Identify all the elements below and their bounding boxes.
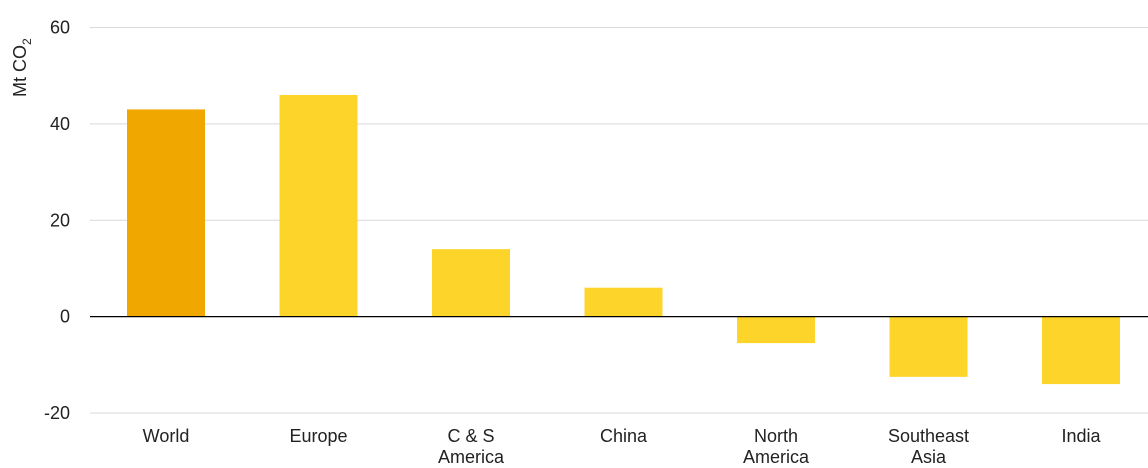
x-category-label: India bbox=[1061, 426, 1101, 446]
bar bbox=[1042, 316, 1120, 385]
bar bbox=[127, 109, 205, 317]
y-tick-label: -20 bbox=[44, 403, 70, 423]
bar bbox=[584, 287, 663, 317]
y-tick-label: 40 bbox=[50, 114, 70, 134]
bar bbox=[432, 249, 510, 317]
bar bbox=[889, 316, 968, 377]
x-category-labels: World Europe C & S America China North America… bbox=[143, 426, 1102, 467]
y-tick-label: 60 bbox=[50, 18, 70, 38]
y-tick-label: 20 bbox=[50, 210, 70, 230]
x-category-label: North America bbox=[743, 426, 810, 467]
x-category-label: Southeast Asia bbox=[888, 426, 969, 467]
y-tick-label: 0 bbox=[60, 307, 70, 327]
bars bbox=[127, 94, 1120, 385]
y-tick-labels: -20 0 20 40 60 bbox=[44, 18, 70, 424]
x-category-label: China bbox=[600, 426, 648, 446]
y-axis-title: Mt CO2 bbox=[10, 38, 34, 97]
bar bbox=[737, 316, 815, 344]
x-category-label: Europe bbox=[289, 426, 347, 446]
gridlines bbox=[90, 27, 1148, 414]
bar bbox=[279, 94, 358, 317]
x-category-label: C & S America bbox=[438, 426, 505, 467]
x-category-label: World bbox=[143, 426, 190, 446]
